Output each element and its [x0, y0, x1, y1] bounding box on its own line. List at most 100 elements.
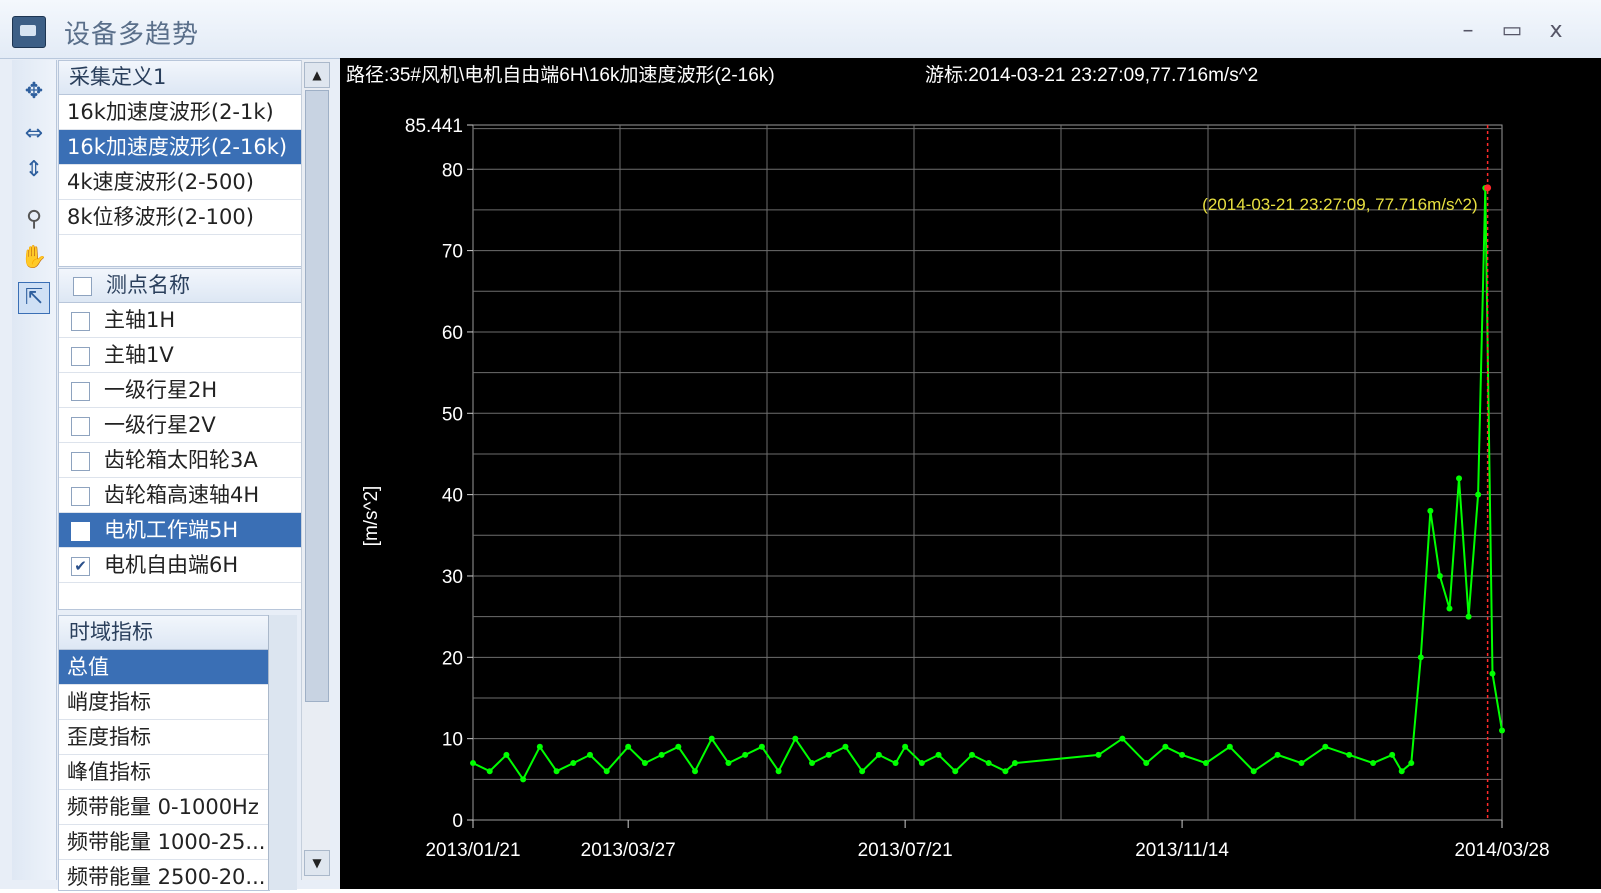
- collection-item-selected[interactable]: 16k加速度波形(2-16k): [59, 130, 301, 165]
- trend-data-point: [1250, 768, 1257, 775]
- trend-data-point: [1370, 760, 1377, 767]
- close-button[interactable]: x: [1549, 18, 1563, 43]
- trend-data-point: [625, 743, 632, 750]
- trend-data-point: [1095, 751, 1102, 758]
- collection-item[interactable]: 16k加速度波形(2-1k): [59, 95, 301, 130]
- trend-data-point: [470, 760, 476, 767]
- minimize-button[interactable]: –: [1462, 18, 1474, 43]
- indicator-item[interactable]: 峰值指标: [59, 755, 269, 790]
- point-checkbox[interactable]: [71, 521, 90, 541]
- indicator-scrollbar[interactable]: [268, 615, 297, 890]
- zoom-x-icon[interactable]: ⇔: [24, 121, 44, 146]
- indicator-item[interactable]: 频带能量 1000-25...: [59, 825, 269, 860]
- indicator-item-selected[interactable]: 总值: [59, 650, 269, 685]
- plot-frame: [472, 124, 1503, 821]
- chart-svg[interactable]: 路径:35#风机\电机自由端6H\16k加速度波形(2-16k) 游标:2014…: [340, 58, 1601, 889]
- point-label: 主轴1V: [104, 343, 174, 367]
- point-item[interactable]: 主轴1H: [59, 303, 301, 338]
- measure-point-list: 测点名称 主轴1H 主轴1V 一级行星2H 一级行星2V 齿轮箱太阳轮3A 齿轮…: [58, 268, 302, 610]
- hand-icon[interactable]: ✋: [20, 245, 48, 270]
- point-checkbox[interactable]: [71, 346, 90, 366]
- trend-data-point: [675, 743, 682, 750]
- chart-cursor-label: 游标:2014-03-21 23:27:09,77.716m/s^2: [925, 64, 1258, 86]
- point-checkbox[interactable]: [71, 416, 90, 436]
- x-tick-label: 2013/07/21: [858, 840, 953, 861]
- trend-data-point: [1489, 670, 1496, 677]
- trend-data-point: [985, 760, 992, 767]
- indicator-item[interactable]: 频带能量 0-1000Hz: [59, 790, 269, 825]
- y-tick-label: 50: [442, 404, 463, 425]
- x-tick-label: 2013/11/14: [1135, 840, 1229, 861]
- trend-data-point: [603, 768, 610, 775]
- points-header-label: 测点名称: [106, 273, 190, 297]
- trend-chart[interactable]: 路径:35#风机\电机自由端6H\16k加速度波形(2-16k) 游标:2014…: [340, 58, 1601, 889]
- trend-series-line: [472, 187, 1503, 782]
- point-item[interactable]: ✔ 电机自由端6H: [59, 548, 301, 583]
- collection-item[interactable]: 4k速度波形(2-500): [59, 165, 301, 200]
- trend-data-point: [1446, 605, 1453, 612]
- point-checkbox-checked[interactable]: ✔: [71, 556, 90, 576]
- trend-data-point: [859, 768, 866, 775]
- trend-data-point: [1475, 491, 1482, 498]
- point-checkbox[interactable]: [71, 486, 90, 506]
- select-all-checkbox[interactable]: [73, 276, 92, 296]
- trend-data-point: [708, 735, 715, 742]
- collection-item[interactable]: 8k位移波形(2-100): [59, 200, 301, 235]
- y-axis-label: [m/s^2]: [361, 486, 382, 547]
- trend-data-point: [486, 768, 493, 775]
- trend-data-point: [918, 760, 925, 767]
- trend-data-point: [1322, 743, 1329, 750]
- collection-header: 采集定义1: [59, 61, 301, 95]
- y-tick-label: 30: [442, 567, 463, 588]
- point-item[interactable]: 一级行星2V: [59, 408, 301, 443]
- point-label: 电机工作端5H: [104, 518, 239, 542]
- zoom-y-icon[interactable]: ⇕: [24, 157, 44, 182]
- trend-data-point: [641, 760, 648, 767]
- x-tick-label: 2014/03/28: [1454, 840, 1549, 861]
- point-label: 齿轮箱太阳轮3A: [104, 448, 258, 472]
- y-tick-label: 40: [442, 486, 463, 507]
- y-tick-label: 20: [442, 648, 463, 669]
- indicator-item[interactable]: 歪度指标: [59, 720, 269, 755]
- point-item[interactable]: 齿轮箱高速轴4H: [59, 478, 301, 513]
- point-item[interactable]: 主轴1V: [59, 338, 301, 373]
- trend-data-point: [968, 751, 975, 758]
- trend-data-point: [1011, 760, 1018, 767]
- title-bar: 设备多趋势 – ▭ x: [0, 0, 1601, 59]
- scroll-down-icon[interactable]: ▼: [304, 850, 330, 876]
- trend-data-point: [1226, 743, 1233, 750]
- trend-data-point: [809, 760, 816, 767]
- indicator-item[interactable]: 峭度指标: [59, 685, 269, 720]
- collection-list: 采集定义1 16k加速度波形(2-1k) 16k加速度波形(2-16k) 4k速…: [58, 60, 302, 267]
- trend-data-point: [1398, 768, 1405, 775]
- trend-data-point: [1179, 751, 1186, 758]
- trend-data-point: [1436, 572, 1443, 579]
- point-checkbox[interactable]: [71, 381, 90, 401]
- maximize-button[interactable]: ▭: [1501, 18, 1523, 43]
- point-checkbox[interactable]: [71, 451, 90, 471]
- trend-data-point: [586, 751, 593, 758]
- indicator-item[interactable]: 频带能量 2500-20...: [59, 860, 269, 890]
- trend-data-point: [553, 768, 560, 775]
- scroll-up-icon[interactable]: ▲: [304, 62, 330, 88]
- trend-data-point: [1162, 743, 1169, 750]
- point-item[interactable]: 齿轮箱太阳轮3A: [59, 443, 301, 478]
- scroll-thumb[interactable]: [305, 90, 329, 702]
- magnifier-icon[interactable]: ⚲: [25, 207, 43, 232]
- trend-data-point: [1002, 768, 1009, 775]
- trend-data-point: [536, 743, 543, 750]
- pointer-icon[interactable]: ⇱: [18, 282, 50, 314]
- left-panel-scrollbar[interactable]: ▲ ▼: [301, 60, 330, 880]
- x-tick-label: 2013/03/27: [581, 840, 676, 861]
- cursor-marker: [1484, 184, 1492, 192]
- trend-data-point: [503, 751, 510, 758]
- point-item-selected[interactable]: 电机工作端5H: [59, 513, 301, 548]
- point-checkbox[interactable]: [71, 311, 90, 331]
- pan-icon[interactable]: ✥: [24, 79, 44, 104]
- cursor-value-label: (2014-03-21 23:27:09, 77.716m/s^2): [1202, 195, 1477, 214]
- point-item[interactable]: 一级行星2H: [59, 373, 301, 408]
- trend-data-point: [1346, 751, 1353, 758]
- trend-data-point: [1417, 654, 1424, 661]
- y-tick-label: 85.441: [405, 116, 463, 137]
